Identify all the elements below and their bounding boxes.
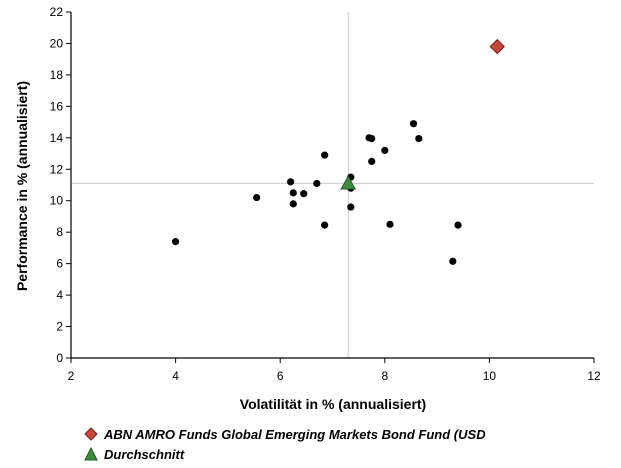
y-tick-label: 10 <box>50 194 64 208</box>
data-point <box>313 179 321 188</box>
fund-data-point <box>489 38 505 55</box>
legend-item-fund: ABN AMRO Funds Global Emerging Markets B… <box>84 424 621 444</box>
y-tick-label: 18 <box>50 68 64 82</box>
y-tick-label: 6 <box>56 257 63 271</box>
data-point <box>321 221 329 229</box>
data-point <box>287 178 295 186</box>
data-point <box>172 238 180 246</box>
triangle-marker-icon <box>84 447 98 461</box>
y-tick-label: 20 <box>50 36 64 50</box>
y-tick-label: 4 <box>56 288 63 302</box>
y-tick-label: 8 <box>56 225 63 239</box>
legend-label-fund: ABN AMRO Funds Global Emerging Markets B… <box>104 426 486 442</box>
data-point <box>454 221 462 229</box>
legend-item-average: Durchschnitt <box>84 444 621 464</box>
data-point <box>347 203 355 211</box>
y-tick-label: 0 <box>56 351 63 365</box>
y-tick-label: 16 <box>50 99 64 113</box>
axes <box>70 12 594 359</box>
diamond-marker-icon <box>84 427 98 441</box>
data-point <box>381 146 389 154</box>
data-point <box>386 220 394 228</box>
data-point <box>321 151 329 159</box>
x-tick-label: 8 <box>381 369 388 383</box>
x-axis-title: Volatilität in % (annualisiert) <box>240 396 426 412</box>
y-tick-label: 22 <box>50 5 64 19</box>
data-point <box>289 200 297 208</box>
y-tick-label: 2 <box>56 320 63 334</box>
y-tick-label: 14 <box>50 131 64 145</box>
legend-label-average: Durchschnitt <box>104 446 185 462</box>
x-tick-label: 2 <box>68 369 75 383</box>
data-point <box>368 135 376 143</box>
data-points <box>172 38 505 265</box>
data-point <box>289 189 297 197</box>
data-point <box>415 135 423 143</box>
x-tick-label: 12 <box>587 369 601 383</box>
y-axis-title: Performance in % (annualisiert) <box>14 81 30 291</box>
data-point <box>300 190 308 198</box>
x-tick-label: 6 <box>277 369 284 383</box>
y-axis-ticks: 0 2 4 6 8 10 12 14 16 18 20 22 <box>50 5 71 365</box>
average-data-point <box>340 175 357 190</box>
legend: ABN AMRO Funds Global Emerging Markets B… <box>84 424 621 464</box>
data-point <box>253 193 261 202</box>
x-tick-label: 10 <box>483 369 497 383</box>
reference-lines <box>71 12 594 358</box>
y-tick-label: 12 <box>50 162 64 176</box>
data-point <box>368 157 376 166</box>
data-point <box>449 257 457 265</box>
x-axis-ticks: 2 4 6 8 10 12 <box>68 358 601 383</box>
x-tick-label: 4 <box>172 369 179 383</box>
data-point <box>409 120 418 128</box>
